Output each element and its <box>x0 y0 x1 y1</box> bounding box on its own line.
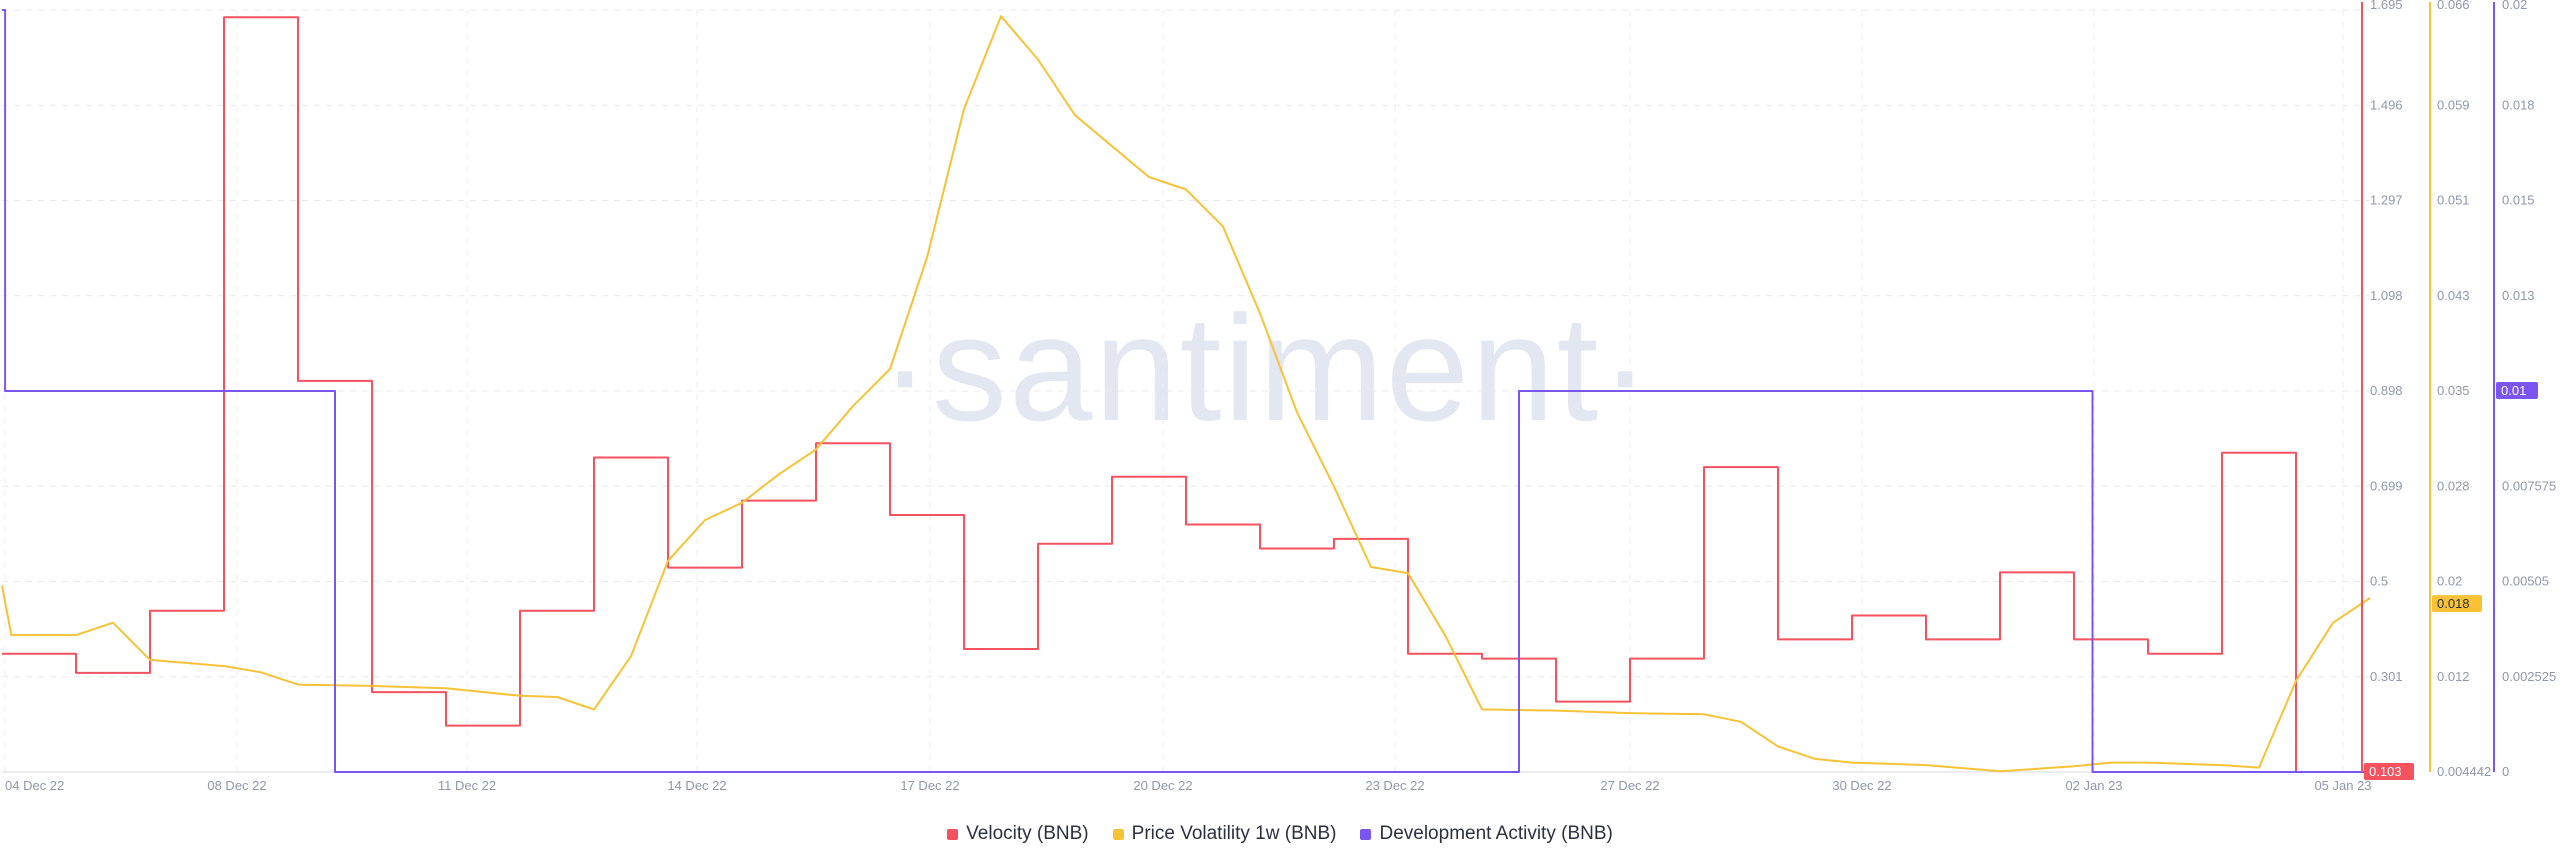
velocity-tick-label: 0.898 <box>2370 383 2403 398</box>
legend-label-price-volatility: Price Volatility 1w (BNB) <box>1131 823 1337 844</box>
velocity-tick-label: 0.699 <box>2370 478 2403 493</box>
x-tick-label: 05 Jan 23 <box>2314 778 2371 793</box>
dev-activity-current-badge-bg <box>2496 382 2538 399</box>
dev_activity-tick-label: 0.018 <box>2502 97 2535 112</box>
volatility-tick-label: 0.043 <box>2437 288 2470 303</box>
volatility-tick-label: 0.035 <box>2437 383 2470 398</box>
legend-label-velocity: Velocity (BNB) <box>966 823 1089 844</box>
x-tick-label: 11 Dec 22 <box>438 778 496 793</box>
dev_activity-tick-label: 0.015 <box>2502 193 2535 208</box>
legend-item-development-activity[interactable]: Development Activity (BNB) <box>1360 823 1613 845</box>
legend-swatch-price-volatility <box>1112 828 1124 840</box>
dev_activity-tick-label: 0.002525 <box>2502 669 2556 684</box>
velocity-tick-label: 1.098 <box>2370 288 2403 303</box>
legend-swatch-development-activity <box>1360 828 1372 840</box>
axes: 04 Dec 22 08 Dec 22 11 Dec 22 14 Dec 22 17 D… <box>5 0 2556 793</box>
legend: Velocity (BNB) Price Volatility 1w (BNB)… <box>0 814 2560 854</box>
velocity-tick-label: 0.301 <box>2370 669 2403 684</box>
velocity-current-badge-bg <box>2364 763 2414 780</box>
series-lines <box>1 9 2371 773</box>
x-tick-label: 04 Dec 22 <box>5 778 64 793</box>
volatility-tick-label: 0.051 <box>2437 193 2470 208</box>
velocity-tick-label: 0.5 <box>2370 574 2388 589</box>
x-tick-label: 30 Dec 22 <box>1832 778 1891 793</box>
volatility-tick-label: 0.004442 <box>2437 764 2491 779</box>
legend-item-price-volatility[interactable]: Price Volatility 1w (BNB) <box>1112 823 1337 845</box>
volatility-tick-label: 0.012 <box>2437 669 2470 684</box>
volatility-tick-label: 0.02 <box>2437 574 2462 589</box>
santiment-watermark: ·santiment· <box>880 284 1653 452</box>
velocity-tick-label: 1.695 <box>2370 0 2403 12</box>
velocity-current-badge: 0.103 <box>2369 764 2402 779</box>
legend-label-development-activity: Development Activity (BNB) <box>1379 823 1613 844</box>
price-volatility-line <box>1 15 2371 773</box>
x-tick-label: 20 Dec 22 <box>1133 778 1192 793</box>
legend-item-velocity[interactable]: Velocity (BNB) <box>947 823 1089 845</box>
x-tick-label: 14 Dec 22 <box>667 778 726 793</box>
x-tick-label: 02 Jan 23 <box>2065 778 2122 793</box>
dev_activity-tick-label: 0 <box>2502 764 2509 779</box>
x-tick-label: 17 Dec 22 <box>900 778 959 793</box>
volatility-tick-label: 0.059 <box>2437 97 2470 112</box>
velocity-tick-label: 1.496 <box>2370 97 2403 112</box>
volatility-current-badge-bg <box>2432 595 2482 613</box>
volatility-tick-label: 0.028 <box>2437 478 2470 493</box>
dev-activity-current-badge: 0.01 <box>2501 383 2526 398</box>
development-activity-line <box>2 9 2370 773</box>
volatility-current-badge: 0.018 <box>2437 596 2470 611</box>
x-tick-label: 08 Dec 22 <box>207 778 266 793</box>
dev_activity-tick-label: 0.00505 <box>2502 574 2549 589</box>
dev_activity-tick-label: 0.02 <box>2502 0 2527 12</box>
velocity-tick-label: 1.297 <box>2370 193 2403 208</box>
dev_activity-tick-label: 0.007575 <box>2502 478 2556 493</box>
dev_activity-tick-label: 0.013 <box>2502 288 2535 303</box>
x-tick-label: 23 Dec 22 <box>1365 778 1424 793</box>
legend-swatch-velocity <box>947 828 959 840</box>
velocity-line <box>2 16 2370 773</box>
x-tick-label: 27 Dec 22 <box>1600 778 1659 793</box>
volatility-tick-label: 0.066 <box>2437 0 2470 12</box>
